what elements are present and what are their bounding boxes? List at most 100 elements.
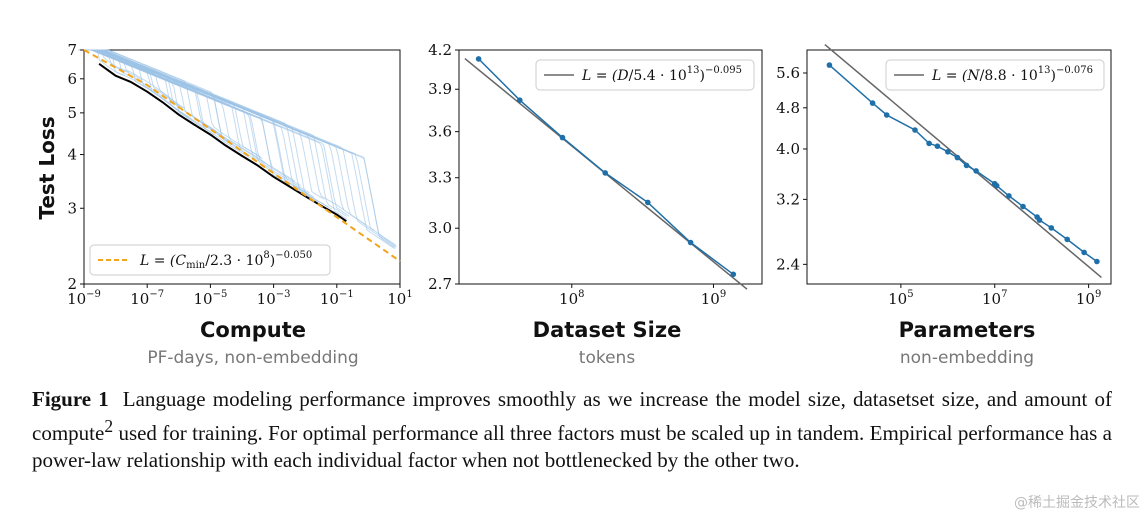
training-run-curve xyxy=(82,49,255,160)
parameters-legend-label: L = (N/8.8 · 1013)−0.076 xyxy=(931,65,1093,84)
compute-x-tick-label: 10−7 xyxy=(130,289,164,308)
parameters-x-axis-title: Parameters xyxy=(899,318,1036,342)
parameters-data-point xyxy=(883,112,890,118)
parameters-y-tick-label: 3.2 xyxy=(776,190,800,208)
parameters-data-point xyxy=(1081,249,1087,256)
dataset-data-point xyxy=(475,56,482,62)
compute-x-tick-label: 10−9 xyxy=(67,289,101,308)
dataset-data-point xyxy=(645,199,651,206)
compute-y-tick-label: 3 xyxy=(67,199,77,217)
dataset-data-point xyxy=(559,134,566,141)
figure-label: Figure 1 xyxy=(32,387,109,411)
parameters-data-point xyxy=(934,143,941,149)
dataset-x-axis-subtitle: tokens xyxy=(579,348,636,368)
parameters-data-line xyxy=(828,64,1098,263)
compute-legend: L = (Cmin/2.3 · 108)−0.050 xyxy=(89,244,331,276)
compute-legend-label: L = (Cmin/2.3 · 108)−0.050 xyxy=(139,250,312,271)
dataset-data-point xyxy=(517,97,523,103)
dataset-data-point xyxy=(730,271,737,278)
parameters-data-point xyxy=(963,162,970,169)
training-run-curve xyxy=(88,49,397,247)
parameters-data-point xyxy=(1006,193,1012,199)
parameters-x-tick-label: 109 xyxy=(1076,289,1101,308)
parameters-panel: 105 107 109 2.4 3.2 4.0 4.8 5.6 Parameters non-… xyxy=(776,43,1112,368)
dataset-series xyxy=(464,56,748,290)
compute-training-runs xyxy=(78,49,397,250)
caption-text-1: Language modeling performance improves s… xyxy=(32,387,1112,445)
compute-fit-line xyxy=(83,49,401,263)
compute-x-tick-label: 10−1 xyxy=(320,289,354,308)
compute-y-tick-label: 4 xyxy=(67,146,77,164)
parameters-fit-line xyxy=(824,43,1102,279)
dataset-y-tick-label: 2.7 xyxy=(428,275,452,293)
compute-plot-frame xyxy=(83,49,401,285)
dataset-y-tick-label: 3.9 xyxy=(428,80,452,98)
compute-x-tick-label: 101 xyxy=(387,289,412,308)
compute-y-tick-label: 7 xyxy=(67,41,77,59)
dataset-y-tick-label: 3.6 xyxy=(428,123,452,141)
training-run-curve xyxy=(95,49,265,164)
dataset-y-tick-label: 4.2 xyxy=(428,41,452,59)
parameters-legend: L = (N/8.8 · 1013)−0.076 xyxy=(885,59,1105,91)
parameters-data-point xyxy=(1064,236,1070,243)
training-run-curve xyxy=(84,49,184,109)
parameters-data-point xyxy=(1036,217,1043,223)
training-run-curve xyxy=(90,49,397,248)
compute-x-axis-subtitle: PF-days, non-embedding xyxy=(147,348,358,368)
compute-x-tick-label: 10−5 xyxy=(193,289,227,308)
compute-y-tick-label: 6 xyxy=(67,70,77,88)
parameters-data-point xyxy=(973,168,979,174)
watermark: @稀土掘金技术社区 xyxy=(1014,495,1140,511)
dataset-x-tick-label: 108 xyxy=(559,289,584,308)
training-run-curve xyxy=(92,49,318,203)
caption-footnote: 2 xyxy=(104,416,114,436)
parameters-x-axis-subtitle: non-embedding xyxy=(900,348,1034,368)
compute-y-tick-label: 2 xyxy=(67,275,77,293)
training-run-curve xyxy=(79,49,348,220)
dataset-data-point xyxy=(602,170,608,176)
dataset-x-axis-title: Dataset Size xyxy=(533,318,682,342)
compute-series xyxy=(83,49,401,263)
parameters-x-tick-label: 105 xyxy=(888,289,913,308)
parameters-data-point xyxy=(1020,203,1026,210)
parameters-series xyxy=(824,43,1102,279)
dataset-ticks: 108 109 2.7 3.0 3.3 3.6 3.9 4.2 xyxy=(428,41,726,308)
figure-caption: Figure 1 Language modeling performance im… xyxy=(32,386,1112,474)
parameters-data-point xyxy=(912,127,918,133)
parameters-data-point xyxy=(926,140,932,147)
dataset-x-tick-label: 109 xyxy=(701,289,726,308)
training-run-curve xyxy=(81,49,350,217)
dataset-legend-label: L = (D/5.4 · 1013)−0.095 xyxy=(581,65,742,84)
caption-text-2: used for training. For optimal performan… xyxy=(32,421,1112,472)
compute-y-tick-label: 5 xyxy=(67,104,77,122)
compute-y-axis-label: Test Loss xyxy=(35,116,59,219)
dataset-data-point xyxy=(687,239,694,246)
parameters-data-point xyxy=(826,62,833,68)
parameters-x-tick-label: 107 xyxy=(982,289,1007,308)
parameters-y-tick-label: 4.0 xyxy=(776,140,800,158)
training-run-curve xyxy=(86,49,395,248)
compute-legend-box xyxy=(89,244,331,276)
dataset-plot-frame xyxy=(458,49,763,285)
dataset-data-line xyxy=(478,58,734,275)
parameters-data-point xyxy=(945,149,951,155)
compute-x-tick-label: 10−3 xyxy=(257,289,291,308)
compute-x-axis-title: Compute xyxy=(200,318,306,342)
parameters-ticks: 105 107 109 2.4 3.2 4.0 4.8 5.6 xyxy=(776,64,1101,308)
parameters-data-point xyxy=(993,182,1000,189)
parameters-data-point xyxy=(1048,225,1055,231)
compute-ticks: 10−9 10−7 10−5 10−3 10−1 101 2 3 4 5 6 7 xyxy=(67,41,413,308)
dataset-y-tick-label: 3.3 xyxy=(428,169,452,187)
parameters-legend-box xyxy=(885,59,1105,91)
dataset-legend: L = (D/5.4 · 1013)−0.095 xyxy=(535,59,755,91)
parameters-y-tick-label: 4.8 xyxy=(776,99,800,117)
dataset-y-tick-label: 3.0 xyxy=(428,219,452,237)
parameters-y-tick-label: 5.6 xyxy=(776,64,800,82)
parameters-plot-frame xyxy=(806,49,1112,285)
dataset-panel: 108 109 2.7 3.0 3.3 3.6 3.9 4.2 Dataset Size to… xyxy=(428,41,763,368)
parameters-data-point xyxy=(1094,258,1100,265)
parameters-data-point xyxy=(954,154,961,161)
parameters-data-point xyxy=(869,100,876,106)
